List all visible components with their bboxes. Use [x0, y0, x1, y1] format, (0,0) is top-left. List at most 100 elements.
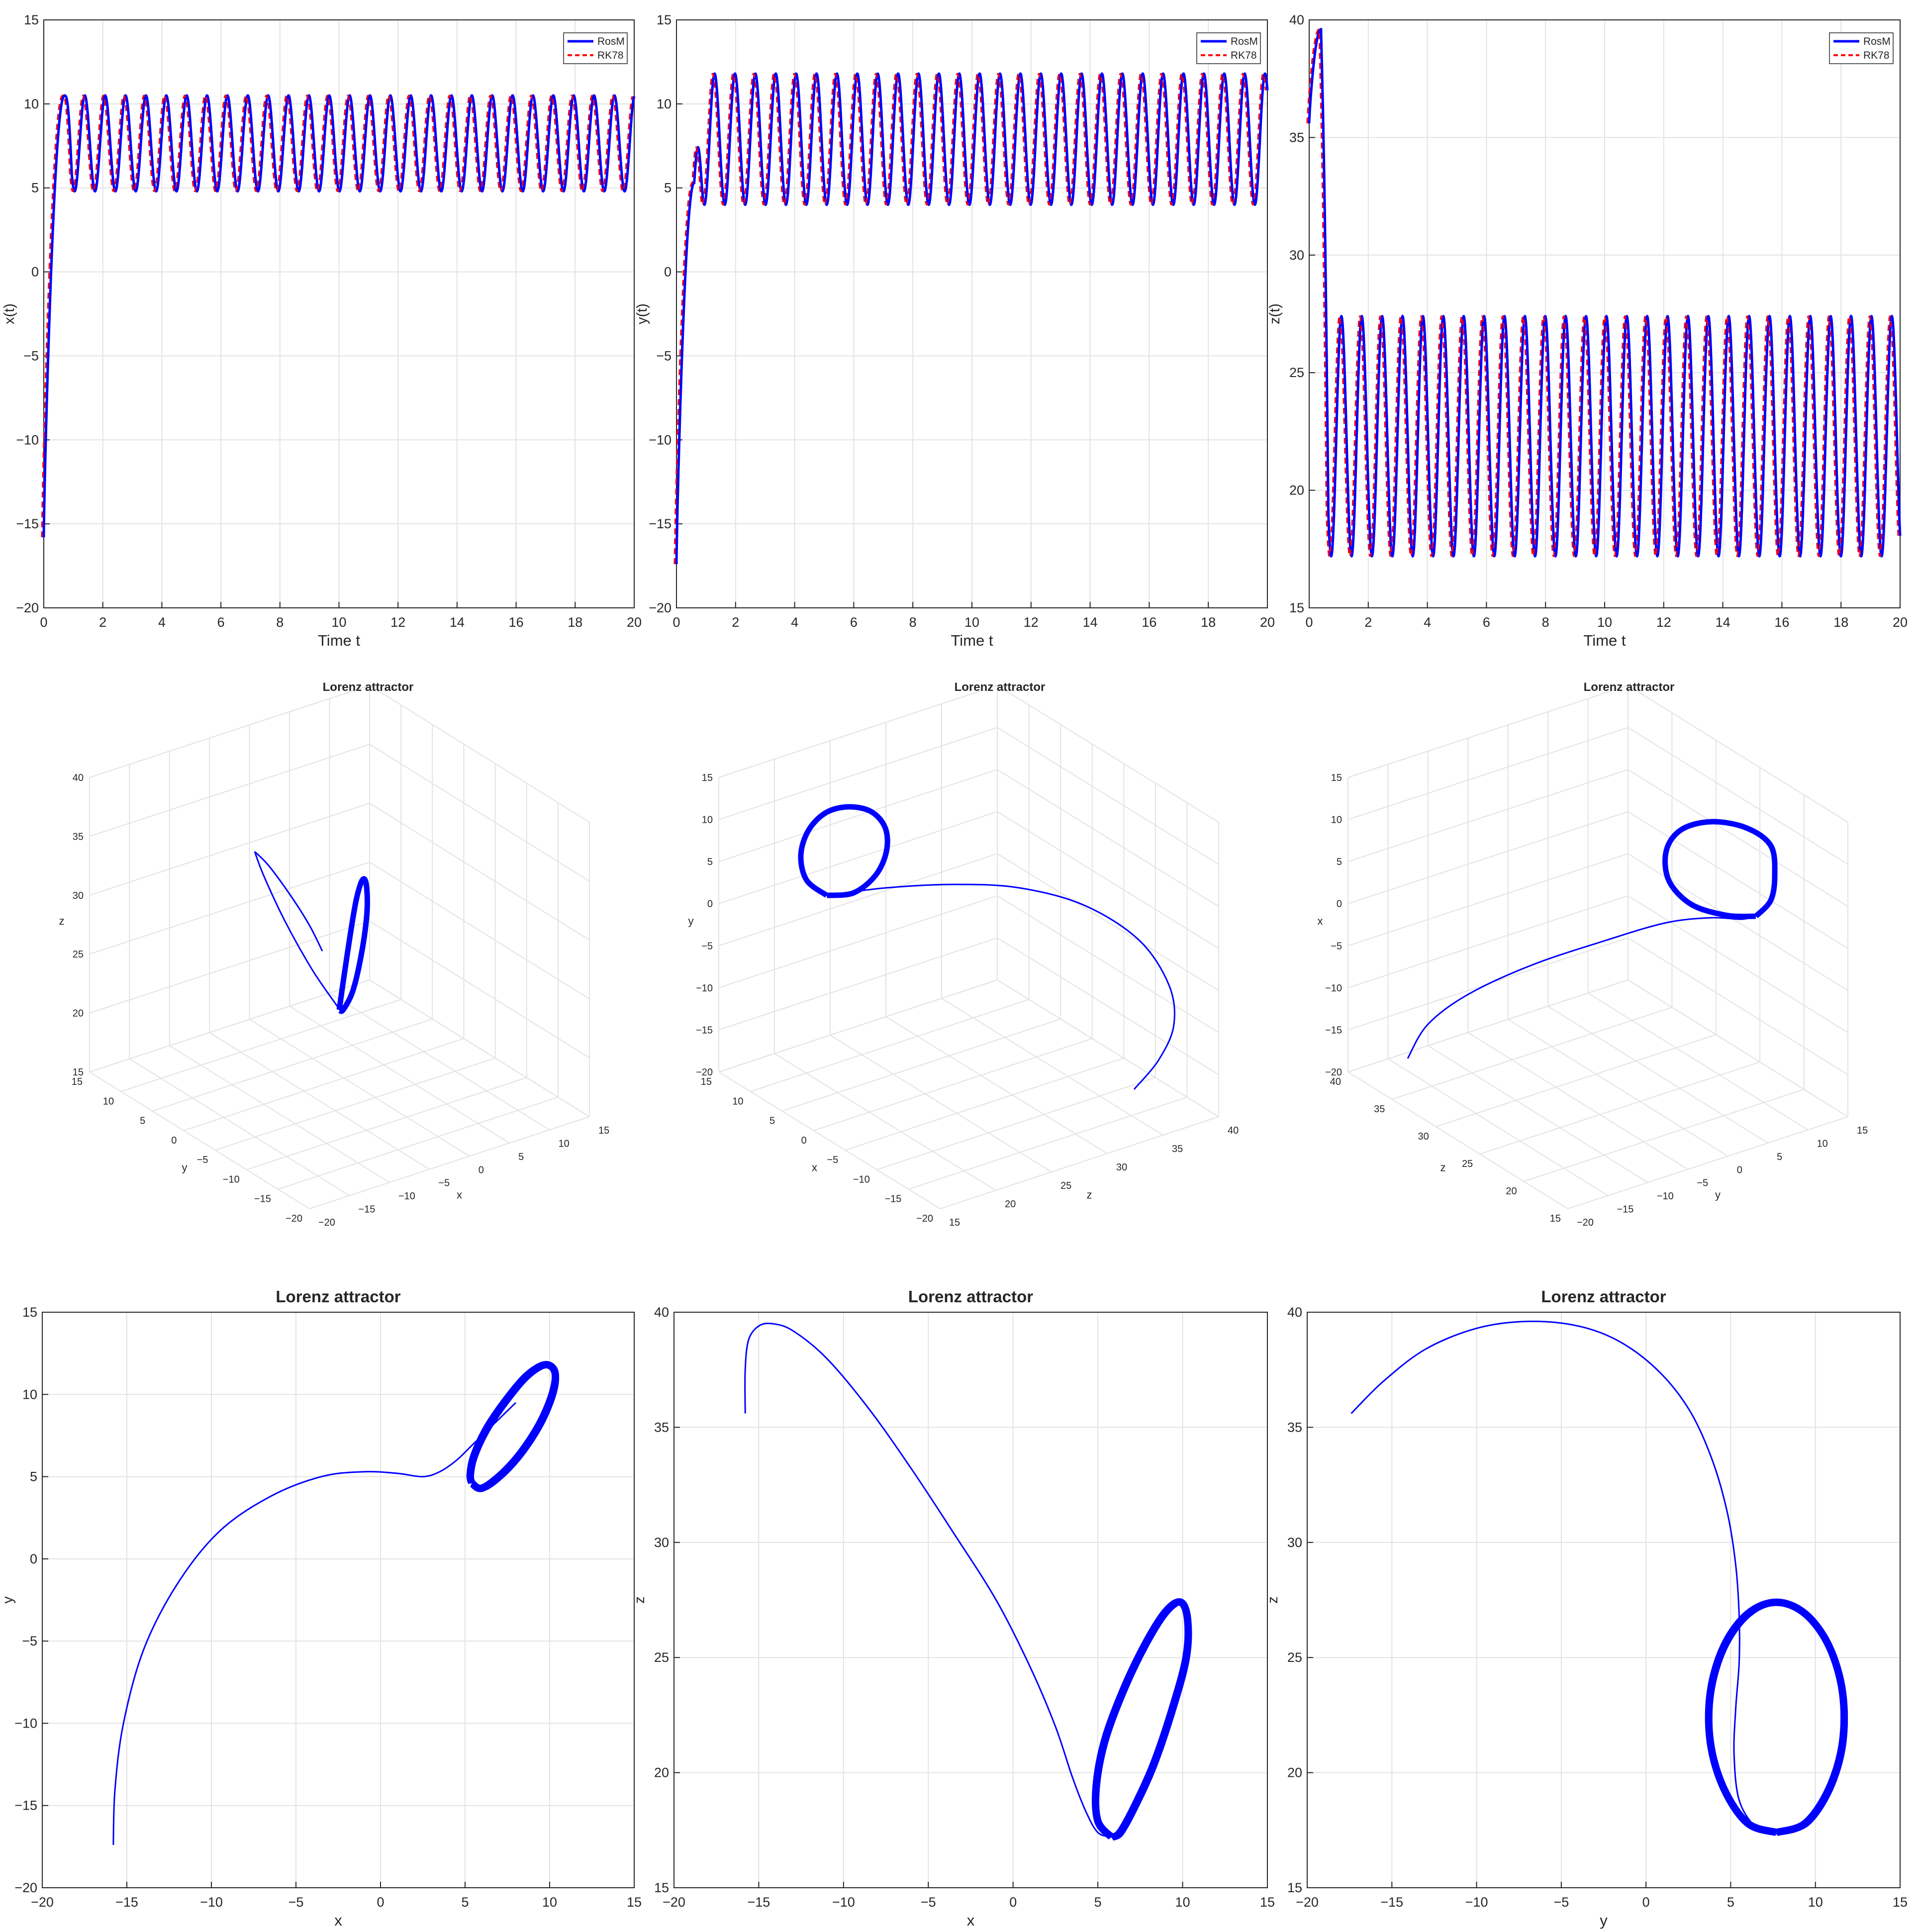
floor-grid-line	[1387, 1058, 1608, 1196]
chart-title: Lorenz attractor	[1541, 1287, 1666, 1306]
plot-frame	[1309, 19, 1901, 608]
a-tick-label: 0	[479, 1164, 484, 1175]
plot-frame	[676, 19, 1268, 608]
x-tick-label: 18	[568, 615, 582, 630]
a-tick-label: −10	[398, 1191, 415, 1202]
floor-grid-line	[169, 1045, 390, 1183]
floor-grid-line	[289, 1006, 510, 1144]
floor-grid-line	[830, 1035, 1052, 1172]
x-tick-label: 14	[450, 615, 465, 630]
b-tick-label: 10	[103, 1096, 114, 1107]
y-tick-label: −20	[649, 600, 671, 615]
transient-curve	[112, 1402, 517, 1845]
wall-grid-line	[1347, 684, 1848, 823]
floor-grid-line	[209, 1032, 430, 1170]
a-tick-label: −5	[1697, 1178, 1708, 1189]
x-tick-label: −5	[1553, 1895, 1569, 1910]
a-tick-label: 5	[518, 1152, 524, 1162]
wall-grid-line	[718, 895, 1219, 1033]
x-tick-label: 8	[1542, 615, 1549, 630]
x-tick-label: −20	[31, 1895, 54, 1910]
x-axis-label: x	[967, 1912, 975, 1929]
b-tick-label: 10	[732, 1096, 743, 1107]
floor-grid-line	[309, 1116, 590, 1209]
plot-frame	[1307, 1312, 1901, 1888]
floor-grid-line	[1567, 1116, 1848, 1209]
y-tick-label: −20	[16, 600, 39, 615]
a-tick-label: 10	[559, 1138, 570, 1149]
x-tick-label: 15	[627, 1895, 642, 1910]
transient-curve	[1407, 915, 1756, 1059]
y-tick-label: 25	[1287, 1650, 1302, 1665]
plot-frame	[43, 19, 635, 608]
x-tick-label: −20	[1296, 1895, 1319, 1910]
floor-grid-line	[1347, 1071, 1568, 1209]
v-tick-label: 0	[1337, 899, 1342, 910]
x-tick-label: −5	[921, 1895, 936, 1910]
wall-grid-line	[89, 744, 590, 882]
x-axis-label: Time t	[318, 632, 360, 649]
y-axis-label: z(t)	[1267, 303, 1283, 324]
series-line-rk78	[1306, 28, 1899, 557]
v-tick-label: −10	[1325, 983, 1342, 994]
v-tick-label: −15	[696, 1025, 713, 1036]
floor-grid-line	[774, 1053, 996, 1191]
wall-grid-line	[89, 862, 590, 1000]
b-tick-label: −15	[254, 1194, 271, 1205]
x-tick-label: −10	[200, 1895, 223, 1910]
y-tick-label: 10	[22, 1387, 37, 1402]
y-tick-label: 25	[654, 1650, 669, 1665]
y-tick-label: −15	[14, 1798, 37, 1813]
v-tick-label: 15	[702, 773, 713, 783]
x-tick-label: 16	[1142, 615, 1156, 630]
v-tick-label: 40	[73, 773, 84, 783]
x-tick-label: 14	[1083, 615, 1098, 630]
transient-curve	[826, 883, 1176, 1090]
wall-grid-line	[89, 920, 590, 1059]
x-axis-label: x	[334, 1912, 342, 1929]
panel-3d-attractor-view-1: −20−15−10−5051015−20−15−10−5051015152025…	[59, 680, 610, 1228]
y-tick-label: 15	[657, 12, 671, 27]
v-tick-label: −20	[1325, 1067, 1342, 1078]
a-tick-label: 15	[949, 1217, 960, 1228]
x-tick-label: 15	[1893, 1895, 1908, 1910]
floor-grid-line	[941, 998, 1163, 1136]
panel-yz-projection: −20 −15 −10 −5 0 5 10 15 15 20 25 30 35 40 y z Lorenz at…	[1265, 1287, 1908, 1929]
x-tick-label: 10	[542, 1895, 557, 1910]
chart-title: Lorenz attractor	[276, 1287, 400, 1306]
floor-grid-line	[1428, 1045, 1648, 1183]
y-axis-label: x(t)	[1, 303, 17, 324]
y-tick-label: 5	[664, 181, 671, 195]
b-tick-label: −5	[827, 1155, 838, 1165]
x-tick-label: 10	[331, 615, 346, 630]
x-tick-label: −5	[288, 1895, 304, 1910]
floor-grid-line	[184, 1038, 464, 1131]
wall-grid-line	[718, 811, 1219, 949]
wall-grid-line	[1347, 979, 1848, 1117]
y-tick-label: 35	[1289, 130, 1304, 145]
wall-grid-line	[89, 802, 590, 941]
v-tick-label: 5	[1337, 857, 1342, 868]
floor-grid-line	[89, 1071, 310, 1209]
y-tick-label: 20	[1287, 1765, 1302, 1780]
floor-grid-line	[1436, 1034, 1717, 1127]
x-tick-label: 5	[1727, 1895, 1734, 1910]
v-tick-label: 15	[1331, 773, 1342, 783]
series-line-rk78	[41, 95, 633, 538]
wall-grid-line	[89, 684, 590, 823]
b-tick-label: 15	[701, 1076, 712, 1087]
y-tick-label: 10	[24, 97, 39, 111]
limit-cycle-curve	[1091, 1598, 1192, 1841]
plot-frame	[673, 1312, 1268, 1888]
x-tick-label: 10	[1597, 615, 1612, 630]
y-tick-label: 30	[1289, 248, 1304, 263]
x-tick-label: 14	[1716, 615, 1730, 630]
a-tick-label: 20	[1005, 1199, 1016, 1210]
a-tick-label: −20	[318, 1217, 335, 1228]
b-tick-label: 0	[801, 1135, 807, 1146]
x-tick-label: 2	[1364, 615, 1372, 630]
b-tick-label: −20	[916, 1213, 933, 1224]
panel-3d-attractor-view-2: 152025303540−20−15−10−5051015−20−15−10−5…	[688, 680, 1239, 1228]
y-tick-label: −15	[649, 516, 671, 531]
a-tick-label: 40	[1228, 1125, 1239, 1136]
